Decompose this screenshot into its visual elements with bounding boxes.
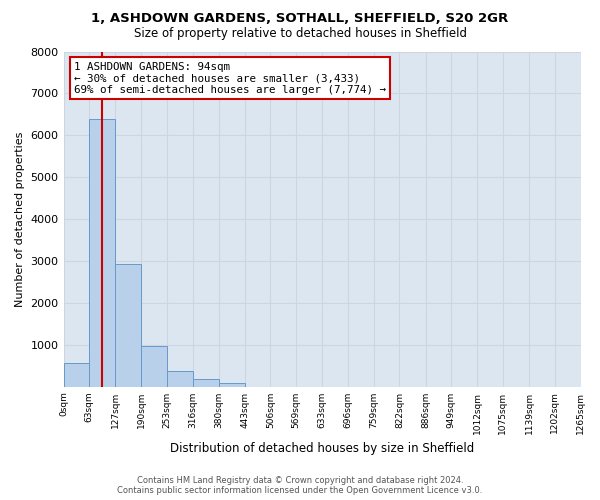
- Text: 1 ASHDOWN GARDENS: 94sqm
← 30% of detached houses are smaller (3,433)
69% of sem: 1 ASHDOWN GARDENS: 94sqm ← 30% of detach…: [74, 62, 386, 95]
- Bar: [193, 380, 219, 386]
- Bar: [167, 371, 193, 386]
- Text: Contains HM Land Registry data © Crown copyright and database right 2024.
Contai: Contains HM Land Registry data © Crown c…: [118, 476, 482, 495]
- Text: Size of property relative to detached houses in Sheffield: Size of property relative to detached ho…: [133, 28, 467, 40]
- Y-axis label: Number of detached properties: Number of detached properties: [15, 132, 25, 307]
- Bar: [219, 382, 245, 386]
- Bar: [64, 363, 89, 386]
- X-axis label: Distribution of detached houses by size in Sheffield: Distribution of detached houses by size …: [170, 442, 474, 455]
- Bar: [89, 118, 115, 386]
- Text: 1, ASHDOWN GARDENS, SOTHALL, SHEFFIELD, S20 2GR: 1, ASHDOWN GARDENS, SOTHALL, SHEFFIELD, …: [91, 12, 509, 26]
- Bar: [115, 264, 141, 386]
- Bar: [141, 346, 167, 387]
